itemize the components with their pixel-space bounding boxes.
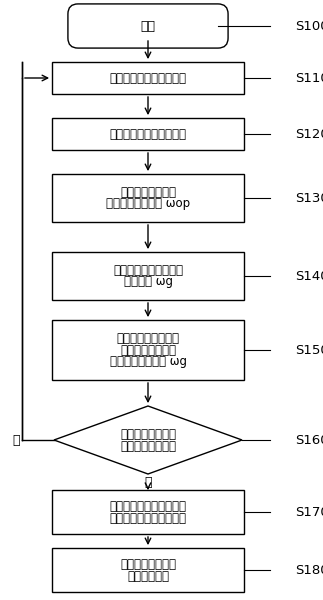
Text: 分析确定风力发电机的: 分析确定风力发电机的 — [113, 263, 183, 277]
Text: 发送故障停机信号: 发送故障停机信号 — [120, 557, 176, 571]
Text: 振颤烈度是否超过: 振颤烈度是否超过 — [120, 427, 176, 440]
Text: S110: S110 — [295, 71, 323, 85]
Text: 计算旋转主轴的振颤烈度: 计算旋转主轴的振颤烈度 — [109, 127, 186, 140]
Text: S180: S180 — [295, 563, 323, 577]
Text: 最大安全调控阈值: 最大安全调控阈值 — [120, 439, 176, 452]
Bar — [52, 252, 244, 300]
Text: S140: S140 — [295, 269, 323, 283]
Text: 根据当前风速计算: 根据当前风速计算 — [120, 185, 176, 199]
Text: 风力发电机的转速: 风力发电机的转速 — [120, 343, 176, 356]
Text: S150: S150 — [295, 343, 323, 356]
Text: 获取旋转主轴的垂直倾角: 获取旋转主轴的垂直倾角 — [109, 71, 186, 85]
Text: 开始: 开始 — [141, 19, 155, 32]
Text: 等待复位重启: 等待复位重启 — [127, 569, 169, 583]
Text: 快速达到期望转速 ωg: 快速达到期望转速 ωg — [109, 355, 186, 368]
Text: 旋转主轴的电磁抱刹机构: 旋转主轴的电磁抱刹机构 — [109, 511, 186, 524]
Bar — [52, 62, 244, 94]
Bar — [52, 490, 244, 534]
Text: S120: S120 — [295, 127, 323, 140]
Bar — [52, 320, 244, 380]
Text: 是: 是 — [144, 475, 152, 488]
Polygon shape — [54, 406, 242, 474]
Text: S130: S130 — [295, 191, 323, 205]
Bar — [52, 174, 244, 222]
Bar — [52, 548, 244, 592]
Bar — [52, 118, 244, 150]
Text: S170: S170 — [295, 505, 323, 518]
Text: 期望转速 ωg: 期望转速 ωg — [123, 275, 172, 289]
FancyBboxPatch shape — [68, 4, 228, 48]
Text: 启动反向电动制动，以及: 启动反向电动制动，以及 — [109, 499, 186, 512]
Text: 风力机的最优转速 ωop: 风力机的最优转速 ωop — [106, 197, 190, 211]
Text: 否: 否 — [12, 433, 20, 446]
Text: S100: S100 — [295, 19, 323, 32]
Text: S160: S160 — [295, 433, 323, 446]
Text: 转速内环控制器驱使: 转速内环控制器驱使 — [117, 331, 180, 344]
